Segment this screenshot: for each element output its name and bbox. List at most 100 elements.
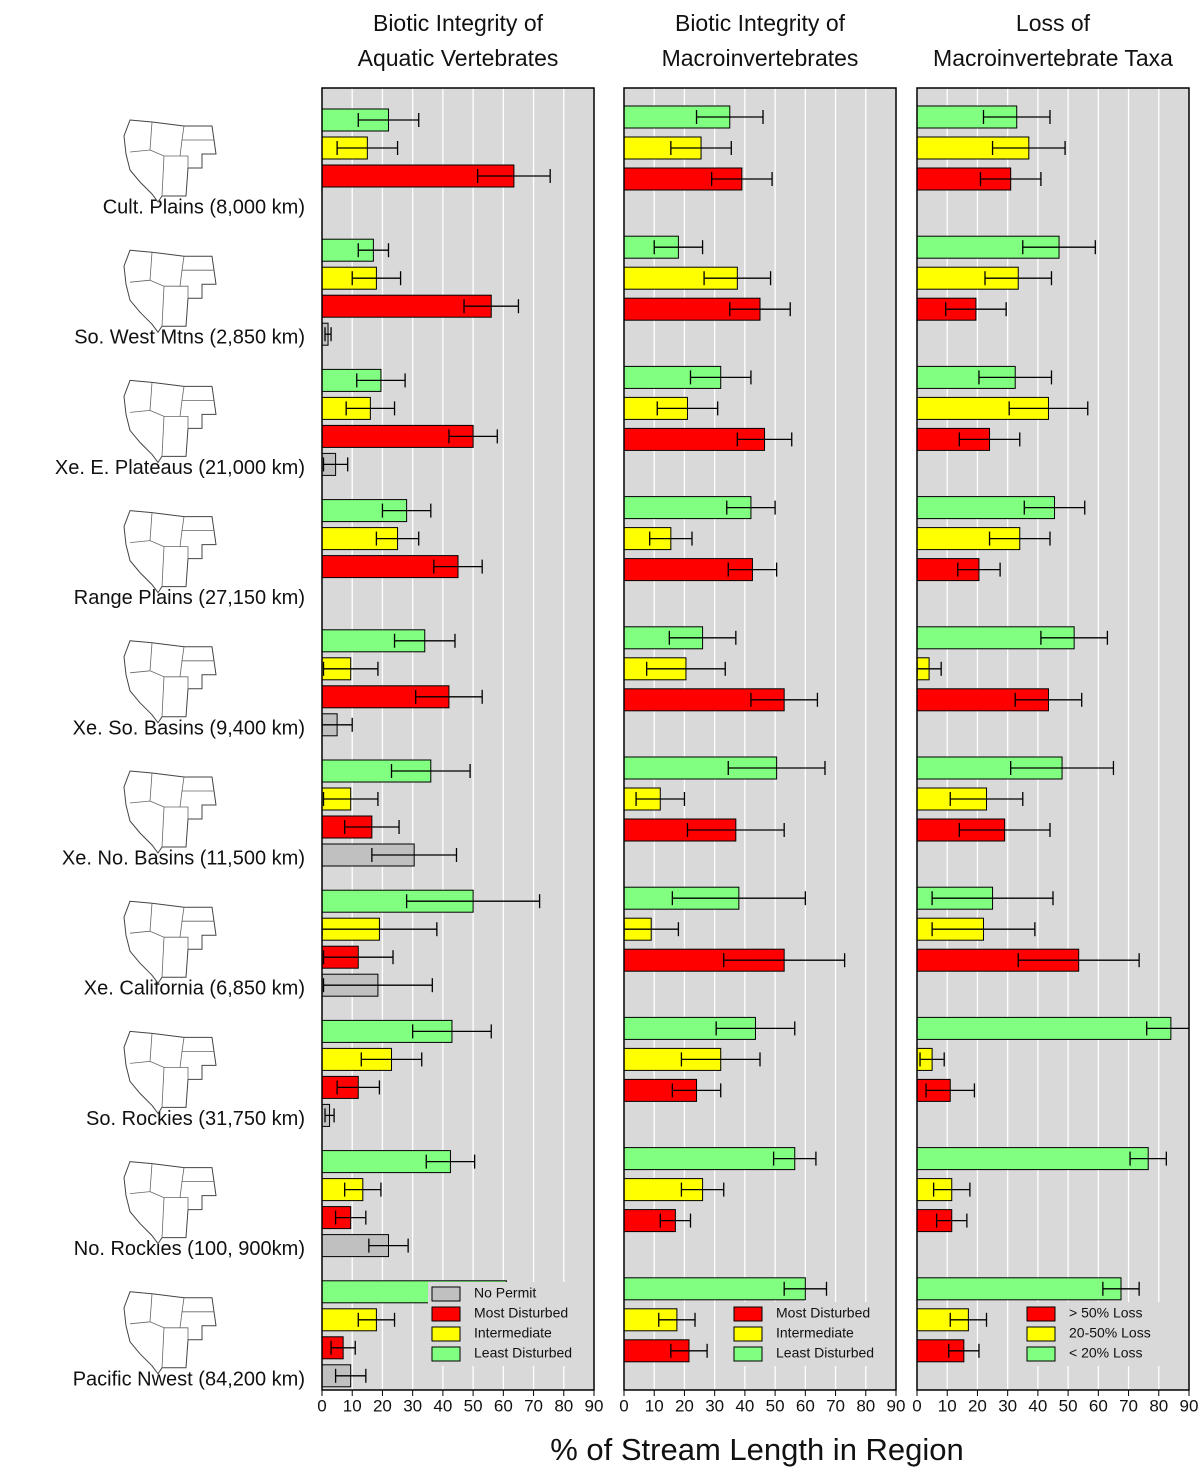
map-outline (123, 640, 217, 724)
error-bar (978, 370, 1053, 385)
bar (917, 1147, 1149, 1171)
region-label: No. Rockies (100, 900km) (74, 1238, 305, 1260)
error-bar (345, 401, 396, 416)
map-outline (123, 1161, 217, 1245)
error-bar (322, 792, 379, 806)
error-bar (935, 1213, 968, 1228)
error-bar (322, 922, 438, 937)
error-bar (356, 373, 406, 388)
region-label: Xe. California (6,850 km) (84, 978, 305, 1000)
panel-title: Macroinvertebrate Taxa (933, 45, 1173, 71)
error-bar (433, 559, 483, 574)
region-map (123, 379, 217, 464)
x-tick-label: 60 (1089, 1396, 1108, 1415)
error-bar (656, 401, 719, 416)
error-bar (322, 950, 394, 965)
map-borders (129, 1163, 214, 1238)
x-tick-label: 50 (1059, 1396, 1078, 1415)
region-map (123, 640, 217, 724)
region-map (123, 1030, 217, 1115)
error-bar (736, 432, 793, 447)
error-bar (958, 823, 1051, 837)
error-bar (932, 1182, 971, 1197)
region-label: Pacific Nwest (84,200 km) (73, 1368, 305, 1390)
error-bar (729, 302, 791, 317)
x-tick-label: 90 (1180, 1396, 1199, 1415)
error-bar (360, 1052, 423, 1067)
map-borders (129, 903, 214, 978)
error-bar (680, 1182, 725, 1197)
error-bar (375, 531, 420, 546)
legend-label: Most Disturbed (776, 1305, 870, 1321)
bars (917, 105, 1189, 1363)
region-label: Xe. E. Plateaus (21,000 km) (55, 457, 305, 479)
x-tick-label: 20 (373, 1396, 392, 1415)
error-bar (371, 848, 458, 862)
x-tick-label: 0 (317, 1396, 326, 1415)
x-tick-label: 80 (554, 1396, 573, 1415)
error-bar (727, 761, 826, 775)
map-borders (129, 252, 214, 327)
map-outline (123, 1291, 217, 1375)
legend-label: > 50% Loss (1069, 1305, 1143, 1321)
error-bar (727, 562, 778, 577)
bars (322, 108, 551, 1388)
error-bar (351, 271, 402, 286)
bar (917, 1016, 1172, 1040)
error-bar (925, 1083, 976, 1098)
error-bar (1017, 953, 1140, 968)
error-bar (415, 689, 483, 704)
legend-label: Most Disturbed (474, 1305, 568, 1321)
region-label: Range Plains (27,150 km) (74, 587, 305, 609)
map-borders (129, 121, 214, 197)
legend-label: Least Disturbed (474, 1345, 572, 1361)
error-bar (1014, 692, 1083, 707)
legend-swatch (733, 1306, 763, 1322)
x-tick-label: 10 (343, 1396, 362, 1415)
error-bar (931, 891, 1054, 906)
x-tick-label: 80 (856, 1396, 875, 1415)
error-bar (949, 792, 1024, 806)
error-bar (635, 792, 686, 806)
plot-frame (916, 87, 1190, 1391)
x-tick-label: 80 (1149, 1396, 1168, 1415)
error-bar (1010, 761, 1115, 775)
error-bar (671, 1083, 722, 1098)
error-bar (334, 1210, 367, 1225)
bar (624, 1147, 796, 1171)
error-bar (957, 562, 1001, 577)
map-borders (129, 512, 214, 587)
error-bar (984, 271, 1053, 286)
legend-swatch (431, 1326, 461, 1342)
error-bar (357, 1312, 396, 1327)
error-bar (670, 141, 732, 155)
error-bar (322, 457, 349, 472)
error-bar (1146, 1021, 1189, 1036)
error-bar (357, 243, 390, 258)
error-bar (723, 953, 846, 968)
legend-label: Intermediate (474, 1325, 552, 1341)
error-bar (1129, 1151, 1167, 1166)
error-bar (750, 692, 819, 707)
error-bar (958, 432, 1021, 447)
error-bar (653, 240, 704, 255)
error-bar (703, 271, 772, 286)
legend-label: < 20% Loss (1069, 1345, 1143, 1361)
error-bar (646, 661, 726, 676)
bar (917, 1277, 1122, 1301)
error-bar (689, 370, 752, 385)
legend-swatch (733, 1326, 763, 1342)
error-bar (324, 327, 332, 342)
region-label: So. Rockies (31,750 km) (86, 1108, 305, 1130)
plot-frame (623, 87, 897, 1391)
bar (624, 1277, 806, 1301)
panel-title: Biotic Integrity of (675, 10, 846, 36)
legend-swatch (431, 1306, 461, 1322)
x-axis-label: % of Stream Length in Region (550, 1432, 964, 1467)
map-outline (123, 900, 217, 985)
legend-label: No Permit (474, 1285, 536, 1301)
x-tick-label: 10 (938, 1396, 957, 1415)
error-bar (624, 922, 680, 937)
error-bar (919, 1052, 945, 1067)
